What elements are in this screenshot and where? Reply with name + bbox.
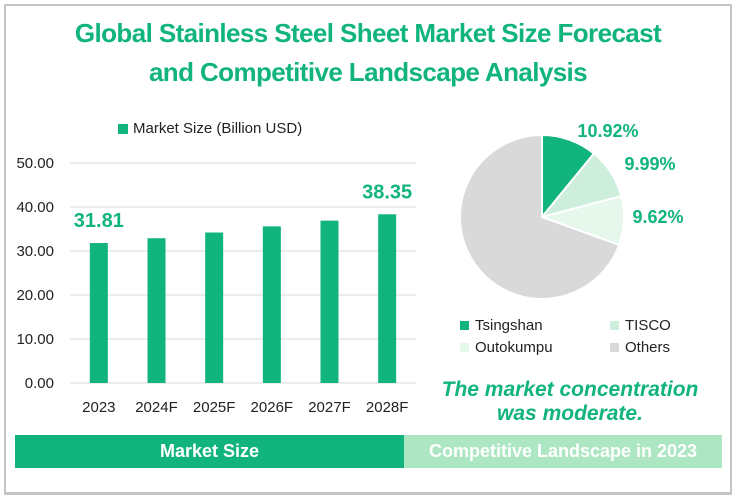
title-line-2: and Competitive Landscape Analysis [148, 57, 588, 87]
chart-title: Global Stainless Steel Sheet Market Size… [0, 14, 736, 92]
note-line-1: The market concentration [441, 378, 699, 401]
section-label-competitive-landscape: Competitive Landscape in 2023 [404, 435, 722, 468]
bar-2027F [320, 220, 339, 383]
legend-swatch-others [610, 342, 619, 352]
pie-legend-item-outokumpu: Outokumpu [460, 337, 610, 357]
title-line-1: Global Stainless Steel Sheet Market Size… [74, 18, 662, 48]
bar-data-label: 31.81 [74, 210, 124, 232]
bar-legend-label: Market Size (Billion USD) [133, 120, 303, 137]
bar-2024F [147, 238, 166, 383]
x-tick-label: 2027F [308, 399, 351, 416]
y-axis-ticks: 0.00 10.00 20.00 30.00 40.00 50.00 [16, 155, 54, 392]
y-tick-label: 0.00 [25, 375, 54, 392]
bar-legend-swatch [118, 123, 128, 134]
legend-label-tisco: TISCO [625, 316, 671, 334]
bar-2028F [378, 214, 397, 383]
pie-label-outokumpu: 9.62% [632, 207, 683, 227]
y-tick-label: 20.00 [16, 287, 54, 304]
section-label-market-size: Market Size [15, 435, 404, 468]
legend-swatch-tsingshan [460, 320, 469, 330]
legend-label-others: Others [625, 338, 671, 356]
pie-label-tsingshan: 10.92% [577, 121, 638, 141]
bar-legend: Market Size (Billion USD) [118, 120, 302, 137]
bars [89, 214, 397, 383]
pie-legend: Tsingshan TISCO Outokumpu Others [460, 315, 730, 357]
bar-data-label: 38.35 [362, 181, 412, 203]
bar-2023 [89, 243, 108, 383]
pie-legend-item-others: Others [610, 337, 730, 357]
x-tick-label: 2023 [82, 399, 115, 416]
y-tick-label: 50.00 [16, 155, 54, 172]
note-line-2: was moderate. [497, 402, 643, 425]
y-tick-label: 40.00 [16, 199, 54, 216]
bar-2026F [262, 226, 281, 383]
y-tick-label: 30.00 [16, 243, 54, 260]
legend-swatch-tisco [610, 320, 619, 330]
concentration-note: The market concentration was moderate. [420, 378, 720, 426]
pie-legend-item-tisco: TISCO [610, 315, 730, 335]
bar-data-labels: 31.81 38.35 [74, 181, 412, 232]
legend-label-tsingshan: Tsingshan [475, 316, 543, 334]
bar-2025F [205, 232, 224, 383]
bar-grid [70, 162, 416, 384]
legend-label-outokumpu: Outokumpu [475, 338, 553, 356]
x-tick-label: 2026F [251, 399, 294, 416]
y-tick-label: 10.00 [16, 331, 54, 348]
x-tick-label: 2025F [193, 399, 236, 416]
pie-chart [459, 133, 625, 300]
pie-slice-others [459, 133, 621, 300]
x-tick-label: 2028F [366, 399, 409, 416]
x-axis-ticks: 2023 2024F 2025F 2026F 2027F 2028F [82, 399, 408, 416]
pie-legend-item-tsingshan: Tsingshan [460, 315, 610, 335]
pie-label-tisco: 9.99% [624, 154, 675, 174]
x-tick-label: 2024F [135, 399, 178, 416]
pie-data-labels: 10.92% 9.99% 9.62% [577, 121, 683, 227]
legend-swatch-outokumpu [460, 342, 469, 352]
